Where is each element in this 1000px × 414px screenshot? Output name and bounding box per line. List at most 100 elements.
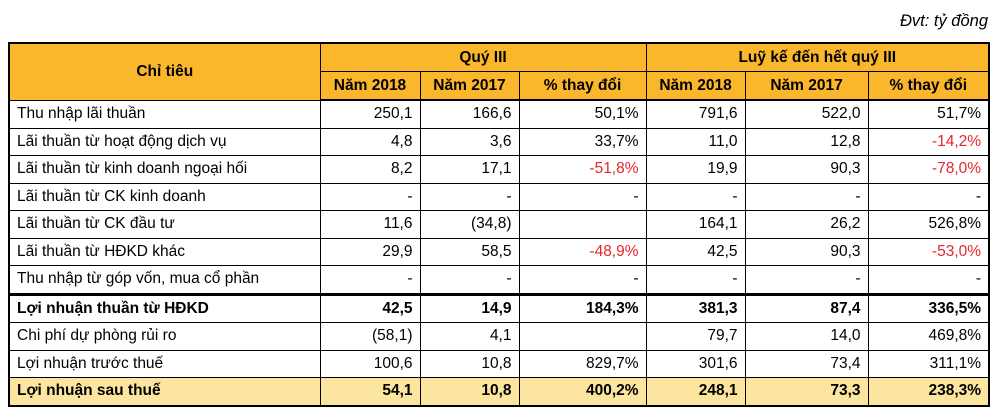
cell-value: 522,0 bbox=[744, 99, 869, 129]
cell-value: - bbox=[518, 265, 647, 295]
column-header-c-2018: Năm 2018 bbox=[645, 71, 746, 101]
table-row: Lãi thuần từ kinh doanh ngoại hối 8,2 17,1… bbox=[8, 155, 990, 184]
cell-value: 4,8 bbox=[319, 127, 421, 156]
column-header-q-change: % thay đổi bbox=[518, 71, 647, 101]
cell-value bbox=[518, 322, 647, 351]
cell-value: 469,8% bbox=[867, 322, 990, 351]
table-row: Thu nhập lãi thuần 250,1 166,6 50,1% 791,6 52… bbox=[8, 99, 990, 129]
table-row: Lãi thuần từ hoạt động dịch vụ 4,8 3,6 33,7… bbox=[8, 127, 990, 156]
cell-value: 26,2 bbox=[744, 210, 869, 239]
cell-value: 381,3 bbox=[645, 292, 746, 323]
cell-value: 10,8 bbox=[419, 349, 520, 378]
cell-value: -14,2% bbox=[867, 127, 990, 156]
cell-value: 14,9 bbox=[419, 292, 520, 323]
table-row: Lãi thuần từ CK kinh doanh - - - - - - bbox=[8, 182, 990, 211]
cell-value: 248,1 bbox=[645, 377, 746, 406]
cell-value: 791,6 bbox=[645, 99, 746, 129]
cell-value: 250,1 bbox=[319, 99, 421, 129]
cell-value: - bbox=[319, 265, 421, 295]
cell-value: 301,6 bbox=[645, 349, 746, 378]
row-label: Lãi thuần từ hoạt động dịch vụ bbox=[8, 127, 321, 156]
cell-value: - bbox=[645, 265, 746, 295]
table-row: Lãi thuần từ HĐKD khác 29,9 58,5 -48,9% 42,5… bbox=[8, 237, 990, 266]
cell-value: 14,0 bbox=[744, 322, 869, 351]
column-header-c-change: % thay đổi bbox=[867, 71, 990, 101]
cell-value: 58,5 bbox=[419, 237, 520, 266]
cell-value: 164,1 bbox=[645, 210, 746, 239]
cell-value: - bbox=[744, 182, 869, 211]
row-label: Thu nhập lãi thuần bbox=[8, 99, 321, 129]
cell-value: 73,4 bbox=[744, 349, 869, 378]
group-header-cumulative: Luỹ kế đến hết quý III bbox=[645, 42, 990, 72]
cell-value: 51,7% bbox=[867, 99, 990, 129]
row-label: Thu nhập từ góp vốn, mua cổ phần bbox=[8, 265, 321, 295]
cell-value: - bbox=[744, 265, 869, 295]
cell-value: 526,8% bbox=[867, 210, 990, 239]
cell-value: 90,3 bbox=[744, 155, 869, 184]
group-header-quarter: Quý III bbox=[319, 42, 647, 72]
cell-value: 4,1 bbox=[419, 322, 520, 351]
table-row: Thu nhập từ góp vốn, mua cổ phần - - - - - - bbox=[8, 265, 990, 295]
cell-value: - bbox=[319, 182, 421, 211]
cell-value: - bbox=[645, 182, 746, 211]
row-label: Lãi thuần từ CK kinh doanh bbox=[8, 182, 321, 211]
cell-value: 336,5% bbox=[867, 292, 990, 323]
cell-value: 829,7% bbox=[518, 349, 647, 378]
cell-value: (34,8) bbox=[419, 210, 520, 239]
cell-value: - bbox=[518, 182, 647, 211]
row-label: Lãi thuần từ HĐKD khác bbox=[8, 237, 321, 266]
table-row: Lợi nhuận sau thuế 54,1 10,8 400,2% 248,1 73,… bbox=[8, 377, 990, 406]
cell-value: 311,1% bbox=[867, 349, 990, 378]
cell-value: 33,7% bbox=[518, 127, 647, 156]
cell-value: -78,0% bbox=[867, 155, 990, 184]
unit-note: Đvt: tỷ đồng bbox=[899, 12, 988, 30]
cell-value: 42,5 bbox=[319, 292, 421, 323]
cell-value: 29,9 bbox=[319, 237, 421, 266]
cell-value: 10,8 bbox=[419, 377, 520, 406]
column-header-q-2017: Năm 2017 bbox=[419, 71, 520, 101]
row-label: Lãi thuần từ kinh doanh ngoại hối bbox=[8, 155, 321, 184]
cell-value: 54,1 bbox=[319, 377, 421, 406]
cell-value: 166,6 bbox=[419, 99, 520, 129]
column-header-label: Chỉ tiêu bbox=[8, 42, 321, 101]
cell-value bbox=[518, 210, 647, 239]
row-label: Lợi nhuận trước thuế bbox=[8, 349, 321, 378]
cell-value: 8,2 bbox=[319, 155, 421, 184]
cell-value: 50,1% bbox=[518, 99, 647, 129]
row-label: Chi phí dự phòng rủi ro bbox=[8, 322, 321, 351]
table-row: Chi phí dự phòng rủi ro (58,1) 4,1 79,7 14,0… bbox=[8, 322, 990, 351]
cell-value: 17,1 bbox=[419, 155, 520, 184]
cell-value: 90,3 bbox=[744, 237, 869, 266]
cell-value: 100,6 bbox=[319, 349, 421, 378]
cell-value: 12,8 bbox=[744, 127, 869, 156]
cell-value: 11,6 bbox=[319, 210, 421, 239]
financial-results-table: Chỉ tiêu Quý III Luỹ kế đến hết quý III … bbox=[8, 42, 991, 407]
cell-value: - bbox=[867, 265, 990, 295]
table-row: Lãi thuần từ CK đầu tư 11,6 (34,8) 164,1 26,… bbox=[8, 210, 990, 239]
table-body: Thu nhập lãi thuần 250,1 166,6 50,1% 791,6 52… bbox=[8, 99, 990, 406]
cell-value: 73,3 bbox=[744, 377, 869, 406]
cell-value: -51,8% bbox=[518, 155, 647, 184]
column-header-q-2018: Năm 2018 bbox=[319, 71, 421, 101]
row-label: Lợi nhuận sau thuế bbox=[8, 377, 321, 406]
cell-value: -48,9% bbox=[518, 237, 647, 266]
cell-value: 184,3% bbox=[518, 292, 647, 323]
table-row: Lợi nhuận trước thuế 100,6 10,8 829,7% 301,6… bbox=[8, 349, 990, 378]
cell-value: 19,9 bbox=[645, 155, 746, 184]
row-label: Lãi thuần từ CK đầu tư bbox=[8, 210, 321, 239]
cell-value: (58,1) bbox=[319, 322, 421, 351]
cell-value: - bbox=[419, 265, 520, 295]
cell-value: - bbox=[419, 182, 520, 211]
table-row: Lợi nhuận thuần từ HĐKD 42,5 14,9 184,3% 381… bbox=[8, 292, 990, 323]
cell-value: - bbox=[867, 182, 990, 211]
row-label: Lợi nhuận thuần từ HĐKD bbox=[8, 292, 321, 323]
cell-value: 3,6 bbox=[419, 127, 520, 156]
cell-value: 42,5 bbox=[645, 237, 746, 266]
cell-value: 11,0 bbox=[645, 127, 746, 156]
cell-value: 400,2% bbox=[518, 377, 647, 406]
cell-value: 238,3% bbox=[867, 377, 990, 406]
cell-value: 87,4 bbox=[744, 292, 869, 323]
column-header-c-2017: Năm 2017 bbox=[744, 71, 869, 101]
cell-value: 79,7 bbox=[645, 322, 746, 351]
cell-value: -53,0% bbox=[867, 237, 990, 266]
